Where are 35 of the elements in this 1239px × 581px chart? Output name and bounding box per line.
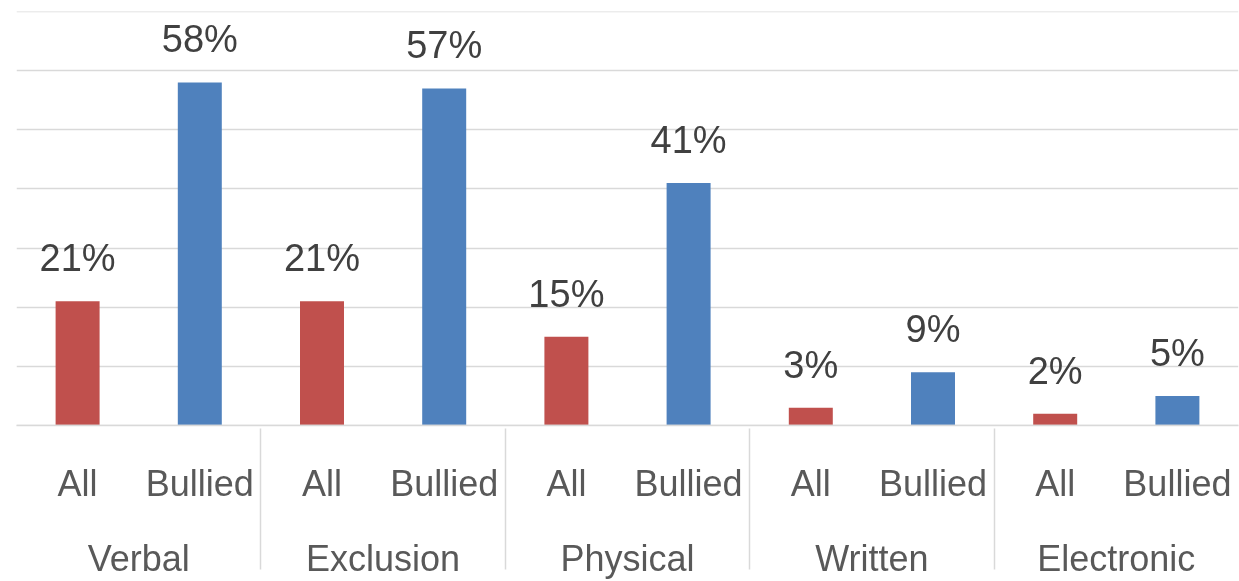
series-label: Bullied	[390, 462, 499, 504]
x-tick-label: Electronic	[1037, 537, 1196, 579]
x-tick-label: Physical	[560, 537, 695, 579]
text: Bullied	[878, 462, 988, 504]
bar	[666, 183, 711, 426]
text: All	[302, 462, 343, 504]
text: All	[790, 462, 831, 504]
text: Bullied	[1123, 462, 1232, 504]
text: All	[546, 462, 587, 504]
text: Bullied	[145, 462, 254, 504]
bar	[788, 407, 833, 426]
data-label: 2%	[1027, 349, 1083, 392]
bar	[1155, 395, 1200, 426]
data-label: 5%	[1149, 331, 1205, 374]
data-label: 58%	[161, 18, 238, 61]
data-label: 15%	[528, 272, 605, 315]
data-label: 57%	[406, 24, 483, 67]
x-tick-label: Written	[815, 537, 929, 579]
data-label: 9%	[905, 308, 961, 351]
bar	[544, 336, 589, 426]
bar	[300, 301, 344, 426]
data-label: 21%	[283, 237, 361, 280]
data-label: 41%	[650, 119, 727, 162]
bar	[911, 372, 955, 426]
text: All	[1035, 462, 1076, 504]
text: Bullied	[634, 462, 743, 504]
data-label: 21%	[39, 237, 116, 280]
bar	[177, 82, 222, 426]
bar	[422, 88, 467, 426]
x-tick-label: Exclusion	[306, 537, 461, 579]
bar	[55, 301, 100, 426]
x-tick-label: Verbal	[87, 537, 190, 579]
bar	[1033, 413, 1078, 426]
series-label: All	[57, 462, 98, 504]
data-label: 3%	[783, 343, 839, 386]
